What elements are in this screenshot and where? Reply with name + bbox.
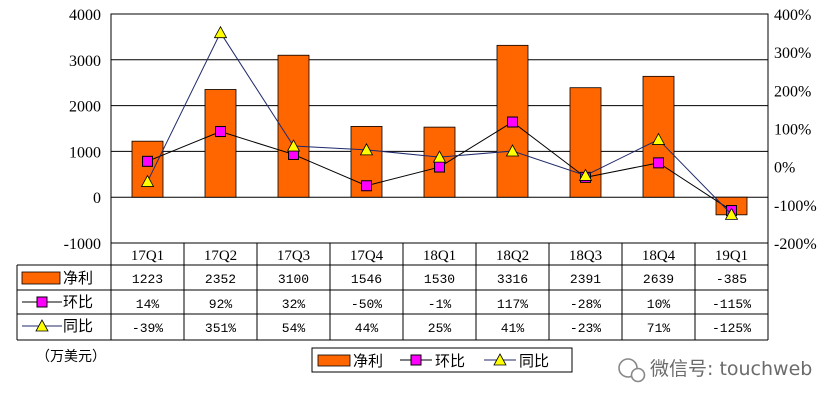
bar-net-profit: [131, 140, 164, 198]
data-label: 92%: [209, 297, 233, 312]
data-label: 41%: [501, 321, 525, 336]
marker-yoy: [213, 25, 228, 39]
x-category-label: 18Q3: [569, 248, 602, 264]
y-tick-label: -1000: [64, 236, 101, 253]
marker-yoy: [140, 174, 155, 187]
data-label: 351%: [205, 321, 236, 336]
row-label: 环比: [63, 293, 93, 311]
data-label: -125%: [712, 321, 751, 336]
legend-label: 同比: [519, 352, 549, 370]
y2-tick-label: -200%: [774, 236, 817, 253]
bar-net-profit: [423, 126, 456, 198]
data-label: 3316: [497, 272, 528, 287]
x-category-label: 18Q4: [642, 248, 676, 264]
data-label: -1%: [428, 297, 452, 312]
watermark-bubble-small: [630, 367, 646, 383]
data-label: 117%: [497, 297, 528, 312]
y-tick-label: 2000: [69, 99, 101, 116]
y2-tick-label: 200%: [774, 83, 811, 100]
watermark: 微信号: touchweb: [618, 358, 812, 383]
bar-net-profit: [277, 54, 310, 198]
legend-box: [311, 347, 573, 373]
marker-mom: [434, 161, 445, 173]
marker-yoy: [651, 132, 666, 145]
x-category-label: 18Q1: [423, 248, 456, 264]
data-label: -50%: [351, 297, 382, 312]
x-category-label: 17Q2: [204, 248, 237, 264]
data-label: 2391: [570, 272, 601, 287]
row-label: 净利: [63, 269, 93, 287]
watermark-text: 微信号: touchweb: [650, 358, 812, 380]
data-label: -28%: [570, 297, 601, 312]
y-tick-label: 3000: [69, 53, 101, 70]
data-label: 14%: [136, 297, 160, 312]
marker-yoy: [505, 144, 520, 157]
row-key-yoy: [35, 319, 49, 332]
marker-yoy: [359, 143, 374, 156]
marker-mom: [361, 180, 372, 192]
data-label: 1546: [351, 272, 382, 287]
marker-yoy: [286, 139, 301, 152]
y-tick-label: 4000: [69, 7, 101, 24]
row-key-net-profit: [21, 271, 61, 285]
marker-mom: [142, 155, 153, 167]
y2-tick-label: 300%: [774, 45, 811, 62]
data-label: -115%: [712, 297, 751, 312]
unit-label: （万美元）: [36, 349, 106, 365]
data-label: 2352: [205, 272, 236, 287]
legend-key-yoy: [493, 353, 507, 366]
data-label: -385: [716, 272, 747, 287]
data-label: 2639: [643, 272, 674, 287]
marker-yoy: [578, 168, 593, 181]
y2-tick-label: 0%: [774, 160, 795, 177]
y2-tick-label: 100%: [774, 122, 811, 139]
x-category-label: 18Q2: [496, 248, 529, 264]
legend: 净利 环比 同比: [311, 347, 573, 373]
data-label: -39%: [132, 321, 163, 336]
data-label: 25%: [428, 321, 452, 336]
data-label: 71%: [647, 321, 671, 336]
y-tick-label: 0: [93, 190, 101, 207]
x-category-label: 17Q3: [277, 248, 310, 264]
legend-key-net-profit: [317, 354, 351, 367]
marker-mom: [507, 116, 518, 128]
marker-yoy: [724, 207, 739, 220]
data-label: 1530: [424, 272, 455, 287]
data-label: -23%: [570, 321, 601, 336]
data-label: 44%: [355, 321, 379, 336]
y2-tick-label: -100%: [774, 198, 817, 215]
data-label: 3100: [278, 272, 309, 287]
x-category-label: 17Q4: [350, 248, 384, 264]
x-category-label: 19Q1: [715, 248, 748, 264]
legend-label: 净利: [353, 352, 383, 370]
y2-tick-label: 400%: [774, 7, 811, 24]
data-label: 32%: [282, 297, 306, 312]
data-label: 54%: [282, 321, 306, 336]
marker-yoy: [432, 150, 447, 163]
data-label: 1223: [132, 272, 163, 287]
marker-mom: [215, 126, 226, 138]
marker-mom: [653, 157, 664, 169]
data-label: 10%: [647, 297, 671, 312]
row-label: 同比: [63, 317, 93, 335]
legend-label: 环比: [435, 352, 465, 370]
x-category-label: 17Q1: [131, 248, 164, 264]
bar-net-profit: [204, 89, 237, 198]
y-tick-label: 1000: [69, 144, 101, 161]
legend-key-mom: [410, 354, 422, 366]
row-key-mom: [36, 296, 48, 308]
